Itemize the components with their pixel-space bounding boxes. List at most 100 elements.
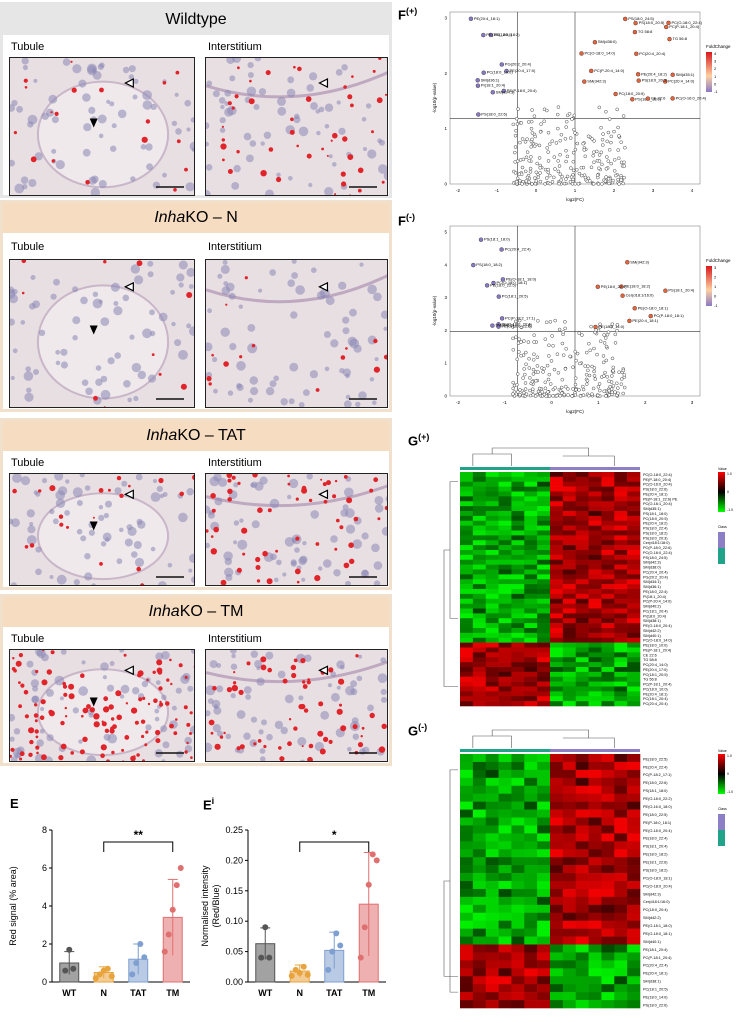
heatmap-cell (485, 676, 499, 682)
lipid-point (518, 158, 523, 162)
lipid-droplet (100, 753, 105, 758)
heatmap-cell (562, 535, 577, 541)
heatmap-cell (614, 881, 628, 890)
y-axis-label: -log10(p-value) (432, 295, 437, 326)
row-label: SM(d42:3) (643, 892, 661, 896)
heatmap-cell (537, 501, 551, 507)
nucleus (129, 334, 135, 340)
nucleus (162, 492, 168, 497)
heatmap-cell (601, 535, 615, 541)
heatmap-cell (472, 501, 487, 507)
heatmap-cell (498, 676, 512, 682)
legend-tick-label: 2 (714, 66, 717, 71)
nucleus (109, 661, 115, 666)
y-tick-label: 0 (42, 977, 47, 987)
heatmap-cell (485, 833, 499, 842)
heatmap-cell (498, 496, 512, 502)
heatmap-cell (575, 496, 589, 502)
lipid-point (552, 155, 557, 159)
group-legend-2 (718, 548, 725, 564)
heatmap-cell (562, 525, 577, 531)
heatmap-cell (588, 936, 602, 945)
heatmap-cell (588, 496, 602, 502)
heatmap-cell (460, 691, 474, 697)
nucleus (60, 361, 68, 369)
lipid-droplet (141, 136, 148, 143)
heatmap-cell (562, 506, 577, 512)
nucleus (156, 485, 163, 492)
nucleus (320, 710, 330, 720)
heatmap-cell (550, 873, 564, 882)
heatmap-cell (537, 613, 551, 619)
lipid-droplet (128, 484, 131, 488)
lipid-droplet (58, 514, 64, 519)
nucleus (180, 674, 190, 684)
nucleus (186, 488, 194, 496)
nucleus (345, 580, 351, 585)
heatmap-cell (575, 657, 589, 663)
heatmap-cell (575, 584, 589, 590)
heatmap-cell (562, 637, 577, 643)
nucleus (186, 127, 191, 132)
legend-tick-label: 1.0 (727, 472, 732, 476)
significant-point (632, 306, 637, 311)
nucleus (98, 505, 104, 510)
lipid-point (517, 172, 522, 176)
heatmap-cell (485, 535, 499, 541)
lipid-droplet (336, 518, 340, 523)
heatmap-cell (524, 888, 538, 898)
legend-colorbar (718, 754, 725, 794)
heatmap-cell (460, 530, 474, 536)
lipid-droplet (267, 667, 272, 673)
nucleus (13, 728, 21, 735)
lipid-droplet (242, 552, 246, 556)
nucleus (295, 285, 305, 295)
lipid-droplet (341, 181, 347, 187)
heatmap-cell (588, 637, 602, 643)
nucleus (109, 101, 115, 107)
heatmap-cell (588, 904, 602, 914)
panel-a-tubule-image (9, 57, 195, 196)
panel-gminus-letter: G(-) (408, 722, 427, 738)
lipid-point (538, 171, 542, 175)
lipid-droplet (106, 759, 110, 761)
heatmap-cell (562, 681, 577, 687)
nucleus (178, 260, 188, 270)
point-label: PC(18:1_20:5) (502, 294, 529, 299)
lipid-point (606, 130, 611, 135)
nucleus (250, 481, 258, 488)
nucleus (145, 143, 153, 151)
lipid-droplet (103, 696, 109, 702)
lipid-point (513, 319, 518, 324)
heatmap-cell (601, 618, 615, 624)
nucleus (284, 537, 295, 547)
lipid-point (556, 105, 561, 109)
nucleus (20, 176, 29, 184)
heatmap-cell (575, 579, 589, 585)
heatmap-cell (601, 984, 615, 993)
heatmap-cell (511, 511, 525, 517)
lipid-droplet (322, 482, 327, 487)
point-label: PS(18:0_22:6) (481, 112, 507, 117)
heatmap-cell (498, 559, 512, 565)
significant-point (471, 262, 476, 268)
heatmap-cell (524, 841, 538, 850)
lipid-point (517, 318, 522, 323)
row-label: PS(18:0_22:6) (643, 488, 668, 492)
heatmap-cell (472, 761, 487, 771)
heatmap-cell (562, 912, 577, 921)
heatmap-cell (550, 535, 564, 541)
lipid-point (600, 162, 604, 167)
heatmap-cell (550, 603, 564, 609)
legend-tick-label: 1 (714, 284, 717, 289)
nucleus (176, 273, 185, 282)
heatmap-cell (472, 888, 487, 898)
heatmap-cell (562, 817, 577, 826)
heatmap-cell (588, 613, 602, 619)
lipid-droplet (300, 658, 306, 664)
nucleus (106, 684, 115, 692)
heatmap-cell (498, 793, 512, 802)
heatmap-cell (575, 881, 589, 890)
heatmap-cell (485, 642, 499, 648)
heatmap-cell (498, 515, 512, 522)
